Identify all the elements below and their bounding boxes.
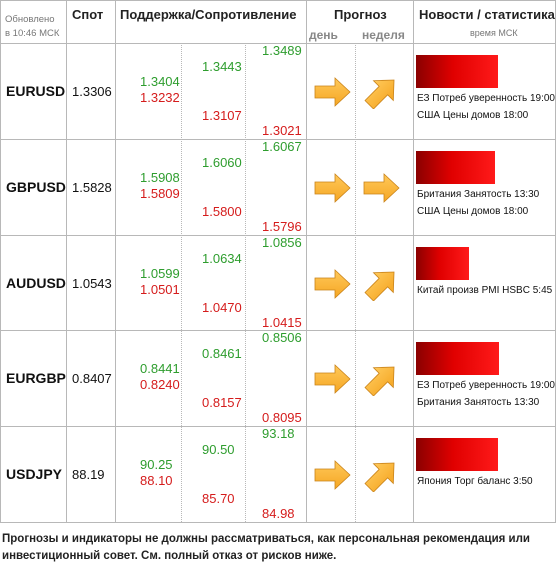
support-level-2: 1.0470 <box>202 300 242 315</box>
support-level-3: 0.8095 <box>262 410 302 425</box>
grid-line <box>0 426 556 427</box>
support-level-2: 85.70 <box>202 491 235 506</box>
updated-label: Обновлено <box>5 14 55 25</box>
support-resistance-header: Поддержка/Сопротивление <box>120 7 297 22</box>
news-item: США Цены домов 18:00 <box>417 206 529 217</box>
support-level-1: 1.0501 <box>140 282 180 297</box>
support-level-2: 1.5800 <box>202 204 242 219</box>
news-importance-bar <box>416 342 499 375</box>
forecast-day-right-arrow-icon <box>314 364 351 394</box>
grid-line <box>181 43 182 522</box>
news-importance-bar <box>416 438 498 471</box>
grid-line <box>0 330 556 331</box>
news-item: ЕЗ Потреб уверенность 19:00 <box>417 380 555 391</box>
support-level-3: 84.98 <box>262 506 295 521</box>
grid-line <box>0 0 556 1</box>
forecast-week-right-arrow-icon <box>363 173 400 203</box>
resistance-level-2: 1.6060 <box>202 155 242 170</box>
grid-line <box>115 0 116 522</box>
spot-value: 0.8407 <box>72 371 112 386</box>
forecast-day-right-arrow-icon <box>314 460 351 490</box>
news-header: Новости / статистика <box>419 7 555 22</box>
resistance-level-1: 1.0599 <box>140 266 180 281</box>
pair-name: GBPUSD <box>6 179 66 195</box>
spot-header: Спот <box>72 7 104 22</box>
forecast-week-up-right-arrow-icon <box>364 462 395 492</box>
resistance-level-1: 90.25 <box>140 457 173 472</box>
pair-name: EURUSD <box>6 83 66 99</box>
forecast-header: Прогноз <box>334 7 387 22</box>
support-level-2: 0.8157 <box>202 395 242 410</box>
spot-value: 88.19 <box>72 467 105 482</box>
spot-value: 1.3306 <box>72 84 112 99</box>
resistance-level-3: 1.6067 <box>262 139 302 154</box>
forecast-week-up-right-arrow-icon <box>364 271 395 301</box>
news-importance-bar <box>416 151 495 184</box>
resistance-level-3: 1.3489 <box>262 43 302 58</box>
support-level-3: 1.0415 <box>262 315 302 330</box>
resistance-level-3: 93.18 <box>262 426 295 441</box>
news-item: Британия Занятость 13:30 <box>417 189 540 200</box>
resistance-level-1: 1.5908 <box>140 170 180 185</box>
news-importance-bar <box>416 55 498 88</box>
resistance-level-3: 0.8506 <box>262 330 302 345</box>
support-level-1: 1.5809 <box>140 186 180 201</box>
support-level-1: 1.3232 <box>140 90 180 105</box>
support-level-1: 0.8240 <box>140 377 180 392</box>
forecast-day-right-arrow-icon <box>314 173 351 203</box>
grid-line <box>0 139 556 140</box>
forecast-week-up-right-arrow-icon <box>364 366 395 396</box>
news-item: США Цены домов 18:00 <box>417 110 529 121</box>
grid-line <box>66 0 67 522</box>
grid-line <box>355 43 356 522</box>
resistance-level-1: 1.3404 <box>140 74 180 89</box>
grid-line <box>413 0 414 522</box>
news-importance-bar <box>416 247 469 280</box>
updated-time: в 10:46 МСК <box>5 28 60 39</box>
news-item: ЕЗ Потреб уверенность 19:00 <box>417 93 555 104</box>
grid-line <box>0 43 556 44</box>
news-item: Британия Занятость 13:30 <box>417 397 540 408</box>
forecast-week-up-right-arrow-icon <box>364 79 395 109</box>
grid-line <box>0 522 556 523</box>
grid-line <box>245 43 246 522</box>
grid-line <box>306 0 307 522</box>
grid-line <box>0 0 1 522</box>
support-level-1: 88.10 <box>140 473 173 488</box>
forecast-day-header: день <box>309 28 338 42</box>
resistance-level-2: 90.50 <box>202 442 235 457</box>
news-time-header: время МСК <box>470 28 518 38</box>
resistance-level-3: 1.0856 <box>262 235 302 250</box>
support-level-2: 1.3107 <box>202 108 242 123</box>
news-item: Китай произв PMI HSBC 5:45 <box>417 285 553 296</box>
news-item: Япония Торг баланс 3:50 <box>417 476 533 487</box>
forecast-day-right-arrow-icon <box>314 269 351 299</box>
spot-value: 1.0543 <box>72 276 112 291</box>
disclaimer-text: Прогнозы и индикаторы не должны рассматр… <box>2 533 530 562</box>
pair-name: AUDUSD <box>6 275 66 291</box>
spot-value: 1.5828 <box>72 180 112 195</box>
pair-name: EURGBP <box>6 370 66 386</box>
support-level-3: 1.5796 <box>262 219 302 234</box>
resistance-level-2: 0.8461 <box>202 346 242 361</box>
forecast-board: Обновлено в 10:46 МСК Спот Поддержка/Соп… <box>0 0 556 523</box>
resistance-level-2: 1.3443 <box>202 59 242 74</box>
resistance-level-1: 0.8441 <box>140 361 180 376</box>
forecast-week-header: неделя <box>362 28 405 42</box>
pair-name: USDJPY <box>6 466 63 482</box>
support-level-3: 1.3021 <box>262 123 302 138</box>
grid-line <box>0 235 556 236</box>
forecast-day-right-arrow-icon <box>314 77 351 107</box>
resistance-level-2: 1.0634 <box>202 251 242 266</box>
grid-line <box>555 0 556 522</box>
